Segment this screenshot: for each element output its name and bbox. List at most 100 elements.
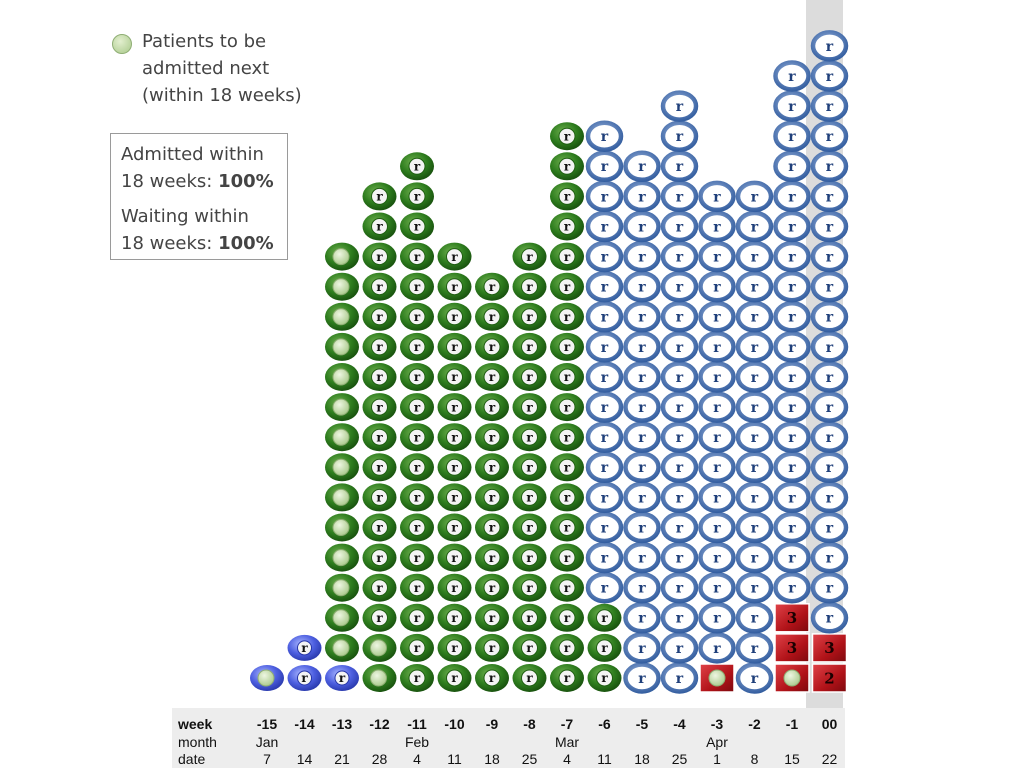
svg-text:r: r (489, 340, 496, 354)
svg-text:r: r (713, 370, 721, 386)
next-to-admit-legend-icon (112, 34, 132, 54)
svg-text:r: r (713, 189, 721, 205)
admitted-patient-mark: r (400, 393, 434, 422)
waiting-patient-mark: r (585, 571, 624, 604)
week-tick-label: -10 (444, 716, 465, 732)
svg-text:r: r (451, 671, 458, 685)
admitted-patient-mark: r (512, 363, 547, 391)
date-tick-label: 15 (784, 751, 800, 767)
waiting-patient-mark: r (660, 301, 699, 333)
admitted-patient-mark: r (475, 393, 509, 422)
waiting-patient-mark: r (810, 602, 849, 634)
month-tick-label: Mar (554, 734, 580, 750)
waiting-patient-mark: r (623, 451, 661, 484)
svg-text:r: r (826, 611, 834, 627)
svg-text:r: r (638, 310, 646, 326)
waiting-patient-mark: r (623, 481, 661, 514)
svg-text:r: r (751, 611, 759, 627)
waiting-patient-mark: r (773, 90, 811, 122)
admitted-patient-mark: r (475, 302, 509, 331)
waiting-patient-mark: r (698, 301, 736, 333)
svg-text:r: r (676, 490, 684, 506)
svg-text:r: r (751, 581, 759, 597)
admitted-patient-mark: r (550, 543, 584, 572)
admitted-patient-mark: r (437, 513, 472, 542)
svg-text:r: r (451, 400, 458, 414)
waiting-patient-mark: r (623, 270, 661, 303)
svg-text:3: 3 (787, 609, 797, 627)
svg-text:r: r (564, 581, 571, 595)
admitted-label-1: Admitted within (121, 144, 264, 165)
legend-line-3: (within 18 weeks) (142, 85, 302, 106)
svg-text:r: r (638, 250, 646, 266)
admitted-patient-mark: r (550, 182, 584, 211)
admitted-patient-mark: r (362, 543, 397, 572)
svg-text:r: r (788, 280, 796, 296)
waiting-patient-mark: r (698, 602, 736, 634)
svg-text:r: r (751, 671, 759, 687)
svg-text:r: r (601, 250, 609, 266)
admitted-patient-mark: r (362, 453, 397, 482)
svg-text:r: r (601, 460, 609, 476)
svg-text:r: r (414, 521, 421, 535)
admitted-patient-mark: r (550, 633, 584, 662)
waiting-patient-mark: r (810, 421, 849, 453)
svg-text:r: r (451, 611, 458, 625)
svg-text:r: r (638, 641, 646, 657)
waiting-patient-mark: r (735, 240, 774, 273)
svg-text:r: r (414, 641, 421, 655)
admitted-patient-mark: r (475, 603, 509, 632)
admitted-patient-mark: r (362, 483, 397, 512)
waiting-patient-mark: r (773, 541, 811, 574)
svg-text:r: r (676, 551, 684, 567)
admitted-line: 18 weeks: 100% (121, 168, 287, 195)
waiting-patient-mark: r (773, 451, 811, 484)
week-tick-label: -6 (598, 716, 611, 732)
waiting-patient-mark: r (773, 270, 811, 303)
admitted-patient-mark: r (437, 272, 472, 301)
svg-text:r: r (713, 611, 721, 627)
svg-text:r: r (489, 551, 496, 565)
waiting-patient-mark: r (735, 662, 774, 694)
svg-text:r: r (601, 370, 609, 386)
next-to-admit-patient-mark (325, 423, 359, 452)
admitted-patient-mark: r (400, 573, 434, 602)
svg-text:r: r (376, 551, 383, 565)
admitted-patient-mark: r (550, 573, 584, 602)
svg-text:r: r (826, 280, 834, 296)
waiting-patient-mark: r (585, 210, 624, 243)
waiting-patient-mark: r (735, 451, 774, 484)
waiting-patient-mark: r (660, 150, 699, 183)
svg-text:r: r (638, 219, 646, 235)
svg-text:r: r (601, 280, 609, 296)
svg-text:r: r (489, 310, 496, 324)
svg-text:r: r (826, 39, 834, 55)
admitted-patient-mark: r (550, 483, 584, 512)
svg-text:r: r (451, 491, 458, 505)
svg-text:r: r (451, 581, 458, 595)
waiting-patient-mark: r (623, 240, 661, 273)
svg-text:r: r (376, 280, 383, 294)
legend-text: Patients to be admitted next (within 18 … (142, 28, 332, 109)
admitted-patient-mark: r (512, 302, 547, 331)
svg-text:r: r (788, 129, 796, 145)
admitted-patient-mark: r (512, 633, 547, 662)
week-tick-label: -5 (635, 716, 649, 732)
svg-text:r: r (564, 370, 571, 384)
admitted-patient-mark: r (512, 423, 547, 452)
waiting-patient-mark: r (773, 180, 811, 213)
waiting-patient-mark: r (735, 571, 774, 604)
svg-text:r: r (676, 641, 684, 657)
svg-text:r: r (564, 641, 571, 655)
svg-text:r: r (788, 340, 796, 356)
next-to-admit-patient-mark (325, 483, 359, 512)
waiting-patient-mark: r (660, 541, 699, 574)
svg-text:r: r (376, 581, 383, 595)
svg-text:r: r (414, 671, 421, 685)
week-tick-label: -7 (560, 716, 574, 732)
waiting-patient-mark: r (660, 662, 699, 694)
svg-text:r: r (414, 581, 421, 595)
waiting-patient-mark: r (810, 361, 849, 393)
waiting-patient-mark: r (773, 391, 811, 423)
waiting-patient-mark: r (585, 481, 624, 514)
